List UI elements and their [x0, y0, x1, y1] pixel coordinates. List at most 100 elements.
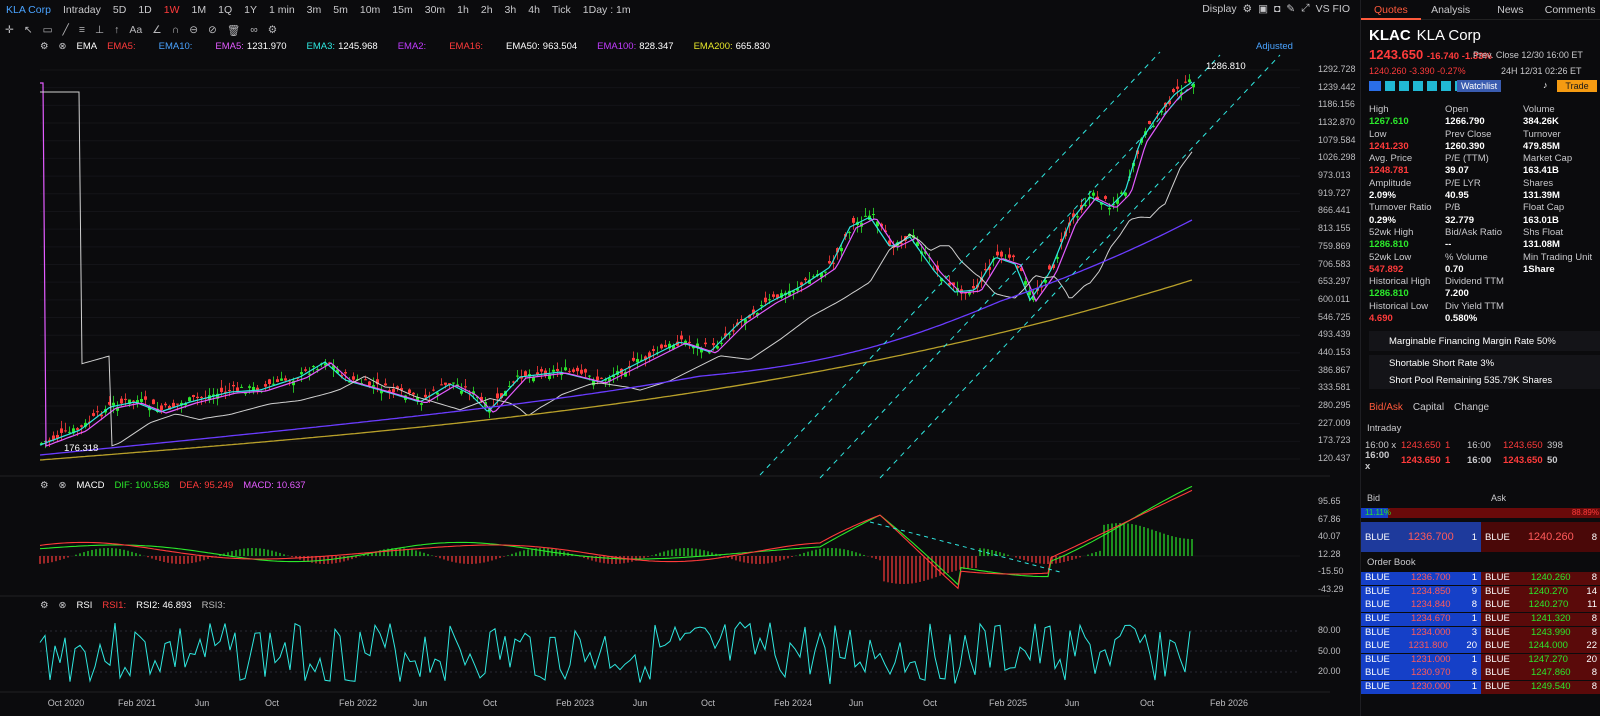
period-tab[interactable]: 4h	[528, 4, 540, 16]
rect-icon[interactable]: ▭	[42, 24, 53, 36]
market-label: BLUE	[1365, 572, 1390, 584]
market-label: BLUE	[1485, 613, 1510, 625]
candle-body	[1116, 199, 1119, 204]
close-icon[interactable]: ⊗	[58, 41, 67, 52]
measure-icon[interactable]: ⊥	[95, 24, 105, 36]
bidask-tab[interactable]: Capital	[1412, 402, 1445, 413]
fullscreen-icon[interactable]: ⤢	[1301, 2, 1310, 14]
arrow-icon[interactable]: ↑	[114, 24, 120, 36]
interval-dropdown[interactable]: 1Day : 1m	[582, 4, 631, 16]
candle-body	[192, 395, 195, 397]
lock-icon[interactable]: ⊖	[189, 24, 199, 36]
share-icon[interactable]	[1385, 81, 1395, 91]
period-tab[interactable]: 15m	[392, 4, 413, 16]
bidask-tab[interactable]: Change	[1454, 402, 1490, 413]
candle-body	[596, 376, 599, 381]
close-icon[interactable]: ⊗	[58, 600, 67, 611]
stat-value: 1241.230	[1369, 140, 1409, 152]
market-label: BLUE	[1485, 572, 1510, 584]
line-icon[interactable]: ╱	[62, 24, 69, 36]
adjusted-button[interactable]: Adjusted	[1256, 41, 1293, 52]
period-tab[interactable]: 10m	[359, 4, 381, 16]
layout-icon[interactable]: ▣	[1258, 2, 1268, 15]
candle-body	[188, 397, 191, 402]
period-tab[interactable]: 2h	[480, 4, 493, 16]
period-tab[interactable]: 5D	[112, 4, 127, 16]
candle-body	[144, 396, 147, 400]
market-label: BLUE	[1485, 653, 1510, 665]
period-tab[interactable]: 1Y	[244, 4, 257, 16]
candle-body	[988, 266, 991, 270]
gear-icon[interactable]: ⚙	[1242, 2, 1253, 15]
bid-level: BLUE 1231.800 20	[1361, 640, 1481, 654]
quote-tab[interactable]: Quotes	[1361, 0, 1421, 20]
quote-tab[interactable]: Comments	[1544, 3, 1596, 16]
period-tab[interactable]: 1D	[138, 4, 152, 16]
period-tab[interactable]: 1h	[457, 4, 469, 16]
period-tab[interactable]: 30m	[424, 4, 446, 16]
chart-canvas[interactable]	[0, 0, 1330, 716]
candle-body	[1100, 202, 1103, 205]
watchlist-button[interactable]: Watchlist	[1457, 80, 1502, 92]
ema50-line	[40, 91, 1193, 447]
brush-icon[interactable]: ∠	[152, 24, 162, 36]
gear-icon[interactable]: ⚙	[40, 41, 49, 52]
best-ask-price: 1240.260	[1527, 531, 1574, 543]
camera-icon[interactable]: ◘	[1274, 2, 1281, 15]
rsi-title: RSI	[76, 600, 93, 611]
candle-body	[900, 243, 903, 245]
book-row: BLUE 1234.000 3 BLUE 1243.990 8	[1361, 626, 1600, 640]
quote-tab[interactable]: News	[1497, 3, 1524, 16]
symbol-selector[interactable]: KLA Corp	[6, 4, 51, 16]
cursor-icon[interactable]: ↖	[23, 24, 33, 36]
period-tab[interactable]: 1W	[163, 4, 180, 16]
trade-button[interactable]: Trade	[1557, 80, 1597, 92]
period-tab[interactable]: Tick	[551, 4, 571, 16]
bell-icon[interactable]: ♪	[1543, 80, 1548, 90]
period-tab[interactable]: 1Q	[218, 4, 233, 16]
book-row: BLUE 1231.800 20 BLUE 1244.000 22	[1361, 640, 1600, 654]
trash-icon[interactable]: 🗑	[226, 24, 241, 37]
prev-close-time: Prev. Close 12/30 16:00 ET	[1473, 50, 1583, 60]
margin-banner: Marginable Financing Margin Rate 50%	[1369, 331, 1600, 351]
market-label: BLUE	[1365, 640, 1390, 652]
link-icon[interactable]: ∞	[250, 24, 258, 36]
candle-body	[236, 387, 239, 391]
crosshair-icon[interactable]: ✛	[5, 24, 14, 36]
period-tab[interactable]: 3m	[306, 4, 322, 16]
vsfio-button[interactable]: VS FIO	[1315, 2, 1350, 15]
settings-icon[interactable]: ⚙	[267, 24, 278, 36]
candle-body	[412, 392, 415, 395]
bidask-tab[interactable]: Bid/Ask	[1369, 402, 1403, 413]
display-menu[interactable]: Display	[1202, 2, 1237, 15]
quote-tab[interactable]: Analysis	[1431, 3, 1471, 16]
close-icon[interactable]: ⊗	[58, 480, 67, 491]
text-icon[interactable]: Aa	[129, 24, 143, 36]
fib-icon[interactable]: ≡	[78, 24, 86, 36]
gear-icon[interactable]: ⚙	[40, 600, 49, 611]
calendar-icon[interactable]	[1427, 81, 1437, 91]
note-icon[interactable]	[1413, 81, 1423, 91]
period-tab[interactable]: 3h	[504, 4, 517, 16]
intraday-dropdown[interactable]: Intraday	[1367, 423, 1402, 434]
candle-body	[732, 330, 735, 332]
magnet-icon[interactable]: ∩	[171, 24, 180, 36]
book-cell: 8	[1471, 599, 1477, 611]
ema-item: EMA10:	[159, 41, 206, 52]
period-tab[interactable]: 1M	[191, 4, 207, 16]
candle-body	[380, 390, 383, 394]
period-tab[interactable]: Intraday	[62, 4, 101, 16]
options-icon[interactable]	[1441, 81, 1451, 91]
alert-icon[interactable]	[1399, 81, 1409, 91]
hide-icon[interactable]: ⊘	[208, 24, 217, 36]
candle-body	[684, 340, 687, 345]
book-cell: 20	[1586, 653, 1597, 665]
ema-item: EMA50: 963.504	[506, 41, 587, 52]
period-tab[interactable]: 1 min	[268, 4, 295, 16]
pen-icon[interactable]: ✎	[1286, 2, 1296, 15]
gear-icon[interactable]: ⚙	[40, 480, 49, 491]
stat-value: 163.01B	[1523, 214, 1559, 226]
period-tab[interactable]: 5m	[333, 4, 348, 16]
axis-label: 12.28	[1318, 548, 1341, 559]
order-book-title: Order Book	[1367, 557, 1416, 568]
